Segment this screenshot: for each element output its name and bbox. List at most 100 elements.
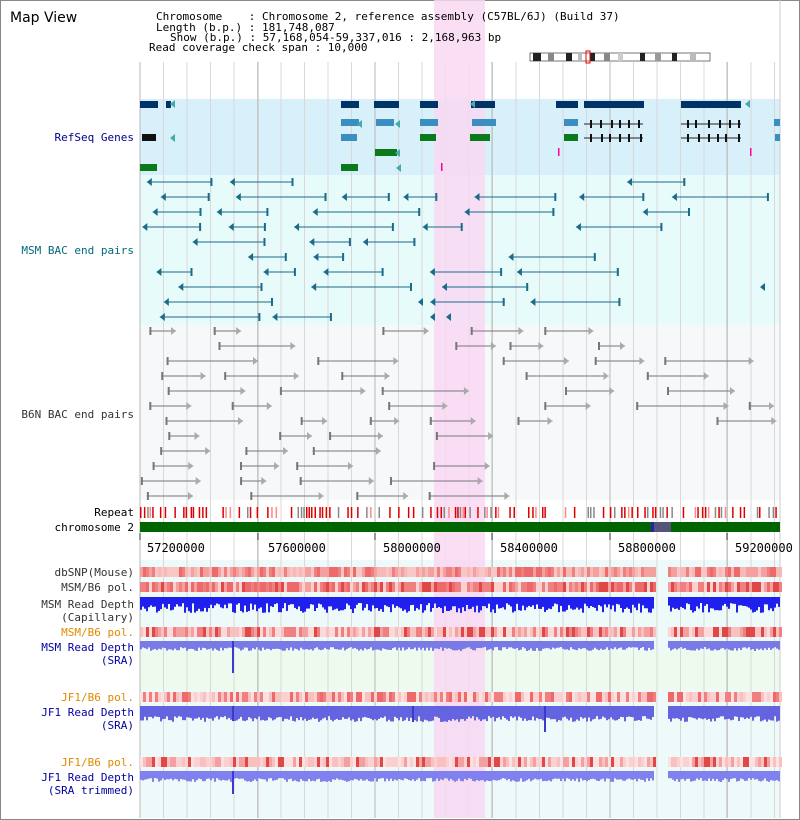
heat-cell (212, 627, 215, 637)
heat-cell (173, 692, 176, 702)
read-depth-bar (182, 706, 184, 721)
read-depth-bar (430, 771, 432, 778)
read-depth-bar (260, 597, 262, 608)
track-label-msm-bac[interactable]: MSM BAC end pairs (21, 244, 134, 257)
heat-cell (443, 627, 446, 637)
heat-cell (716, 567, 719, 577)
track-label-dbsnp[interactable]: dbSNP(Mouse) (54, 566, 134, 579)
read-depth-bar (270, 706, 272, 719)
track-label-msm-pol-2[interactable]: MSM/B6 pol. (61, 626, 134, 639)
read-depth-bar (724, 597, 726, 604)
refseq-gene (681, 101, 741, 108)
repeat-feature (484, 507, 486, 518)
bac-end-marker (410, 283, 412, 291)
bac-end-marker (290, 342, 296, 350)
read-depth-bar (716, 597, 718, 611)
read-depth-bar (218, 706, 220, 720)
track-label-msm-pol[interactable]: MSM/B6 pol. (61, 581, 134, 594)
track-label-chromosome[interactable]: chromosome 2 (54, 521, 134, 534)
read-depth-bar (740, 771, 742, 779)
heat-cell (347, 627, 350, 637)
track-label-jf1-pol[interactable]: JF1/B6 pol. (61, 691, 134, 704)
read-depth-bar (484, 706, 486, 720)
track-label-b6n-bac[interactable]: B6N BAC end pairs (21, 408, 134, 421)
heat-cell (419, 582, 422, 592)
read-depth-bar (388, 706, 390, 720)
read-depth-bar (386, 641, 388, 650)
bac-end-marker (593, 253, 596, 261)
read-depth-bar (668, 597, 670, 606)
bac-end-marker (309, 238, 315, 246)
read-depth-bar (370, 597, 372, 612)
gene-exon (708, 120, 710, 128)
read-depth-bar (226, 706, 228, 720)
read-depth-bar (540, 706, 542, 719)
read-depth-bar (624, 771, 626, 781)
gene-marker (750, 148, 752, 156)
heat-cell (599, 627, 602, 637)
read-depth-bar (514, 771, 516, 782)
track-label-msm-depth-sra[interactable]: MSM Read Depth (41, 641, 134, 654)
heat-cell (773, 567, 776, 577)
read-depth-bar (756, 597, 758, 611)
read-depth-bar (714, 641, 716, 650)
heat-cell (182, 757, 185, 767)
chromosome-ideogram[interactable] (529, 50, 711, 64)
read-depth-bar (440, 771, 442, 780)
read-depth-bar (204, 771, 206, 782)
heat-cell (371, 567, 374, 577)
read-depth-bar (352, 706, 354, 720)
read-depth-bar (376, 597, 378, 608)
heat-cell (197, 757, 200, 767)
heat-cell (305, 627, 308, 637)
track-label-jf1-pol-2[interactable]: JF1/B6 pol. (61, 756, 134, 769)
track-label-jf1-depth[interactable]: JF1 Read Depth (41, 706, 134, 719)
bac-end-marker (168, 432, 171, 440)
read-depth-bar (218, 641, 220, 651)
heat-cell (392, 757, 395, 767)
bac-end-marker (296, 462, 299, 470)
bac-end-marker (279, 387, 282, 395)
read-depth-bar (718, 706, 720, 718)
heat-cell (764, 582, 767, 592)
heat-cell (425, 582, 428, 592)
heat-cell (431, 692, 434, 702)
read-depth-bar (616, 641, 618, 650)
heat-cell (281, 692, 284, 702)
bac-end-marker (435, 193, 438, 201)
heat-cell (584, 567, 587, 577)
read-depth-bar (272, 706, 274, 721)
read-depth-bar (292, 771, 294, 782)
read-depth-bar (668, 641, 670, 648)
heat-cell (419, 567, 422, 577)
read-depth-bar (756, 641, 758, 649)
track-label-refseq[interactable]: RefSeq Genes (54, 131, 134, 144)
heat-cell (167, 627, 170, 637)
read-depth-bar (752, 597, 754, 613)
track-label-msm-depth-cap[interactable]: MSM Read Depth (41, 598, 134, 611)
heat-cell (761, 582, 764, 592)
read-depth-bar (568, 706, 570, 721)
heat-cell (209, 627, 212, 637)
track-label-repeat[interactable]: Repeat (94, 506, 134, 519)
repeat-feature (457, 507, 459, 518)
heat-cell (365, 567, 368, 577)
bac-end-marker (460, 223, 463, 231)
read-depth-bar (334, 771, 336, 780)
read-depth-bar (652, 597, 654, 609)
read-depth-bar (428, 706, 430, 722)
heat-cell (680, 692, 683, 702)
track-label-jf1-trim[interactable]: JF1 Read Depth (41, 771, 134, 784)
heat-cell (251, 567, 254, 577)
read-depth-bar (560, 597, 562, 606)
heat-cell (230, 757, 233, 767)
read-depth-bar (598, 706, 600, 720)
heat-cell (512, 692, 515, 702)
ideogram-position-marker (585, 50, 591, 64)
read-depth-bar (430, 706, 432, 722)
heat-cell (149, 582, 152, 592)
length-info: Length (b.p.) : 181,748,087 (156, 21, 335, 34)
read-depth-bar (504, 641, 506, 648)
read-depth-bar (162, 706, 164, 720)
